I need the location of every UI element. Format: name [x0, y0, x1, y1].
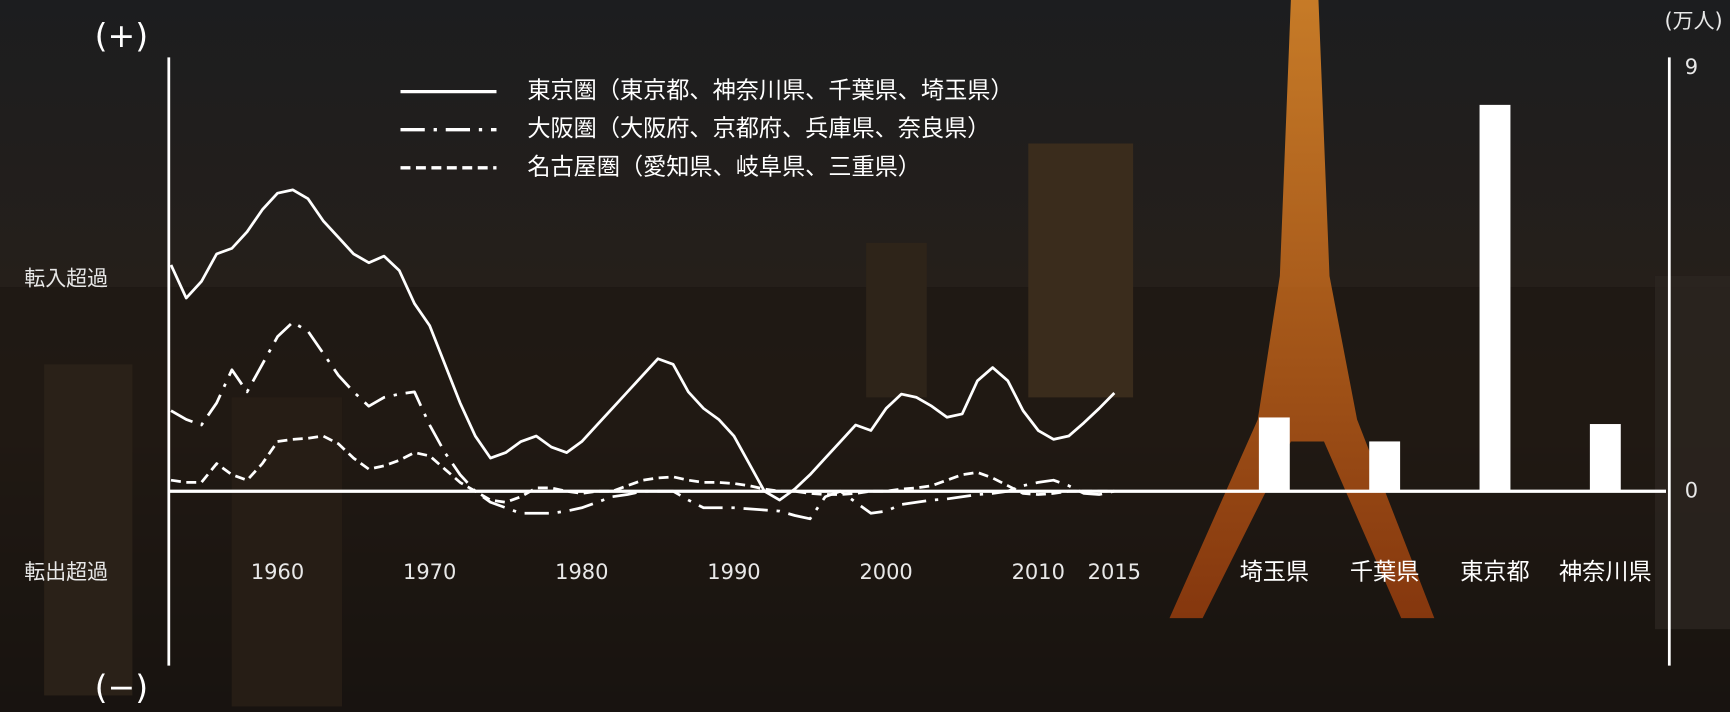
y-tick-label: 0 — [1685, 478, 1698, 502]
minus-label: (−) — [95, 667, 149, 706]
axes — [167, 57, 1671, 666]
legend-label: 名古屋圏（愛知県、岐阜県、三重県） — [527, 153, 921, 180]
x-tick-label: 1970 — [403, 560, 456, 584]
bar — [1479, 104, 1511, 492]
y-tick-label: 9 — [1685, 55, 1698, 79]
series-line — [169, 188, 1116, 502]
series-line — [170, 320, 1115, 521]
legend-label: 大阪圏（大阪府、京都府、兵庫県、奈良県） — [527, 115, 990, 142]
bar — [1258, 417, 1290, 492]
x-tick-label: 東京都 — [1460, 558, 1529, 585]
x-tick-label: 千葉県 — [1350, 558, 1419, 585]
x-tick-label: 1980 — [555, 560, 608, 584]
unit-label: (万人) — [1664, 9, 1722, 33]
x-tick-label: 神奈川県 — [1559, 558, 1652, 585]
plus-label: (+) — [95, 16, 149, 55]
bar — [1589, 424, 1621, 492]
x-tick-label: 埼玉県 — [1240, 558, 1309, 585]
inflow-label: 転入超過 — [24, 266, 108, 290]
series-line — [170, 434, 1115, 504]
x-tick-label: 1960 — [251, 560, 304, 584]
x-tick-label: 2000 — [859, 560, 912, 584]
x-tick-label: 1990 — [707, 560, 760, 584]
bar — [1369, 441, 1401, 492]
outflow-label: 転出超過 — [24, 560, 108, 584]
x-tick-label: 2010 — [1012, 560, 1065, 584]
legend-label: 東京圏（東京都、神奈川県、千葉県、埼玉県） — [527, 77, 1013, 104]
x-tick-label: 2015 — [1088, 560, 1141, 584]
